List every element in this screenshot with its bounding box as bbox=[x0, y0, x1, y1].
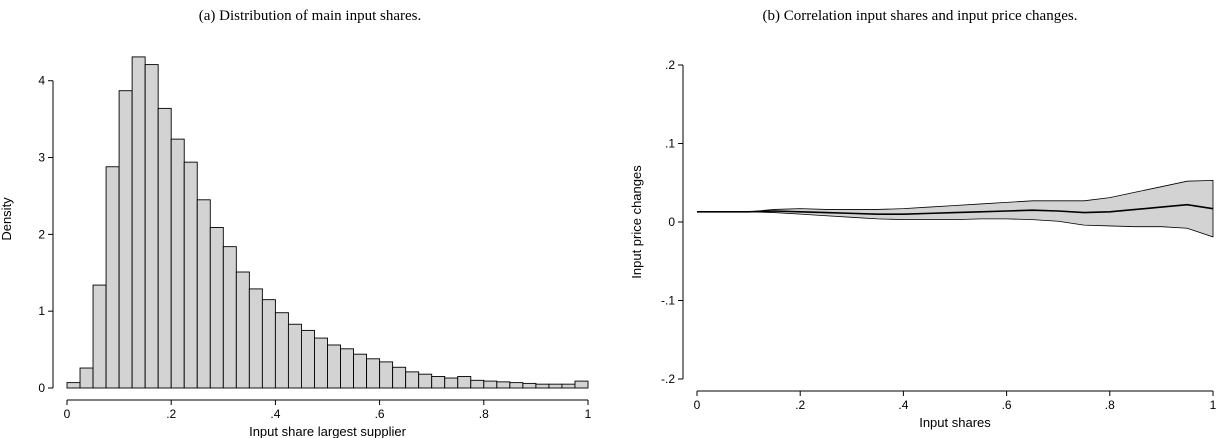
histogram-bar bbox=[561, 383, 576, 389]
x-tick-label: .8 bbox=[479, 407, 489, 421]
histogram-bar bbox=[222, 246, 237, 389]
x-tick-label: .4 bbox=[270, 407, 280, 421]
histogram-bar bbox=[418, 373, 433, 389]
histogram-bar bbox=[170, 138, 185, 389]
histogram-bar bbox=[314, 337, 328, 389]
histogram-bar bbox=[405, 371, 420, 389]
y-tick-label: 0 bbox=[668, 215, 675, 229]
x-tick-label: .6 bbox=[375, 407, 385, 421]
panel-a-title: (a) Distribution of main input shares. bbox=[198, 8, 422, 24]
histogram-bar bbox=[366, 358, 381, 389]
histogram-bar bbox=[235, 271, 250, 389]
histogram-bar bbox=[287, 323, 302, 389]
y-tick-label: .1 bbox=[665, 137, 675, 151]
y-tick-label: -.2 bbox=[661, 372, 675, 386]
x-tick-label: 0 bbox=[64, 407, 71, 421]
x-tick-label: .4 bbox=[898, 398, 908, 412]
histogram-bar bbox=[118, 90, 133, 389]
histogram-bar bbox=[261, 299, 276, 389]
histogram-bar bbox=[66, 382, 81, 389]
line-band-panel: -.2 -.1 0 .1 .2 0 .2 .4 .6 .8 1 Input shares Input p… bbox=[629, 58, 1217, 430]
panel-b-title: (b) Correlation input shares and input p… bbox=[762, 8, 1078, 24]
x-tick-label: 0 bbox=[694, 398, 701, 412]
histogram-bar bbox=[431, 376, 446, 389]
x-tick-label: .8 bbox=[1105, 398, 1115, 412]
x-tick-label: .2 bbox=[795, 398, 805, 412]
histogram-bar bbox=[444, 377, 459, 389]
histogram-bar bbox=[392, 366, 407, 389]
histogram-bar bbox=[574, 380, 589, 389]
histogram-bar bbox=[209, 226, 224, 389]
histogram-bar bbox=[522, 382, 537, 389]
x-tick-label: .2 bbox=[166, 407, 176, 421]
y-tick-label: 2 bbox=[38, 227, 45, 241]
histogram-bar bbox=[274, 312, 289, 389]
histogram-bar bbox=[496, 381, 511, 389]
x-axis-label: Input shares bbox=[919, 415, 991, 430]
histogram-bar bbox=[340, 348, 354, 389]
x-tick-label: .6 bbox=[1002, 398, 1012, 412]
histogram-bar bbox=[79, 367, 94, 389]
histogram-bar bbox=[353, 353, 368, 389]
histogram-bar bbox=[457, 376, 472, 389]
y-tick-label: 0 bbox=[38, 381, 45, 395]
y-tick-label: 1 bbox=[38, 304, 45, 318]
histogram-bar bbox=[144, 64, 159, 389]
histogram-bar bbox=[196, 199, 211, 389]
histogram-panel: 0 1 2 3 4 0 .2 .4 .6 .8 1 Input share largest suppl… bbox=[0, 56, 592, 438]
histogram-bar bbox=[248, 288, 263, 389]
histogram-bar bbox=[548, 383, 563, 389]
y-axis-label: Input price changes bbox=[629, 165, 644, 279]
histogram-bar bbox=[535, 383, 550, 389]
histogram-bar bbox=[105, 166, 120, 389]
y-tick-label: 4 bbox=[38, 74, 45, 88]
histogram-bar bbox=[131, 56, 146, 389]
histogram-bar bbox=[509, 382, 524, 389]
y-axis-label: Density bbox=[0, 197, 14, 241]
histogram-bar bbox=[157, 107, 172, 389]
y-tick-label: .2 bbox=[665, 58, 675, 72]
histogram-bar bbox=[183, 161, 198, 389]
x-tick-label: 1 bbox=[1210, 398, 1217, 412]
x-axis-label: Input share largest supplier bbox=[249, 424, 406, 438]
histogram-bar bbox=[379, 361, 394, 389]
fitted-line bbox=[697, 203, 1214, 215]
histogram-bar bbox=[327, 344, 341, 389]
histogram-bar bbox=[470, 379, 485, 389]
y-tick-label: -.1 bbox=[661, 294, 675, 308]
histogram-bar bbox=[92, 284, 107, 389]
x-tick-label: 1 bbox=[585, 407, 592, 421]
histogram-bar bbox=[301, 329, 315, 389]
y-tick-label: 3 bbox=[38, 151, 45, 165]
histogram-bar bbox=[483, 380, 498, 389]
